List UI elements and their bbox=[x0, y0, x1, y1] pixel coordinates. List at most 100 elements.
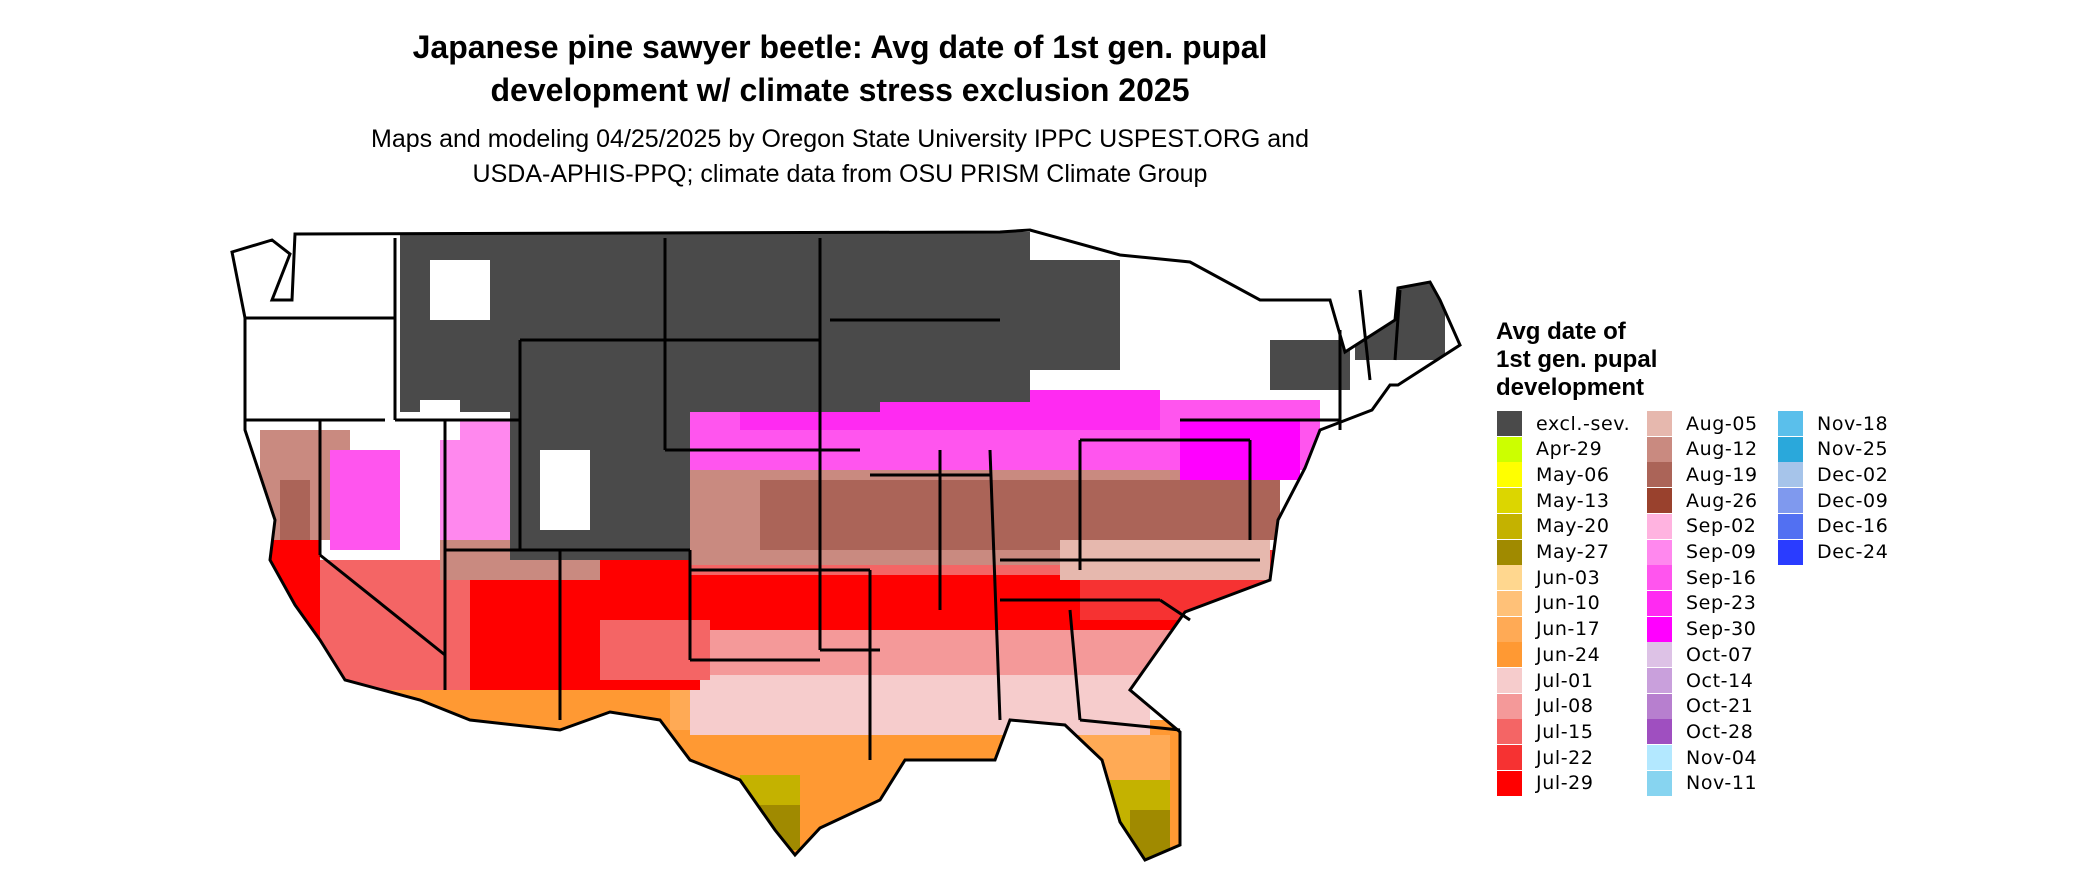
legend-swatch bbox=[1647, 770, 1672, 796]
legend-swatch bbox=[1497, 539, 1522, 565]
legend-item: May-20 bbox=[1497, 513, 1610, 539]
legend-swatch bbox=[1647, 488, 1672, 514]
legend-swatch bbox=[1647, 745, 1672, 771]
legend-label: Aug-05 bbox=[1686, 412, 1758, 435]
legend-title-line-3: development bbox=[1496, 374, 1645, 401]
legend-swatch bbox=[1497, 719, 1522, 745]
legend-label: Jun-10 bbox=[1536, 592, 1601, 615]
legend-label: Sep-02 bbox=[1686, 515, 1757, 538]
legend-swatch bbox=[1647, 719, 1672, 745]
legend-item: excl.-sev. bbox=[1497, 411, 1630, 436]
legend-item: Sep-09 bbox=[1647, 539, 1757, 565]
legend-item: May-27 bbox=[1497, 539, 1610, 565]
legend-item: May-13 bbox=[1497, 488, 1610, 514]
legend-swatch bbox=[1497, 745, 1522, 771]
legend-label: Jul-22 bbox=[1536, 746, 1594, 769]
legend-title: Avg date of 1st gen. pupal development bbox=[1496, 318, 1736, 402]
legend-label: Jun-24 bbox=[1536, 643, 1601, 666]
legend-item: Aug-05 bbox=[1647, 411, 1758, 436]
legend-label: Aug-26 bbox=[1686, 489, 1758, 512]
legend-swatch bbox=[1647, 565, 1672, 591]
map-subtitle-line-1: Maps and modeling 04/25/2025 by Oregon S… bbox=[371, 125, 1309, 153]
legend-item: Nov-25 bbox=[1778, 436, 1889, 462]
legend-label: Dec-02 bbox=[1817, 463, 1889, 486]
legend-swatch bbox=[1647, 411, 1672, 436]
legend-item: Jul-22 bbox=[1497, 745, 1594, 771]
legend-swatch bbox=[1497, 565, 1522, 591]
legend-swatch bbox=[1497, 693, 1522, 719]
legend-item: Oct-21 bbox=[1647, 693, 1754, 719]
legend-label: Dec-09 bbox=[1817, 489, 1889, 512]
legend-label: Jul-29 bbox=[1536, 772, 1594, 795]
legend-label: Oct-21 bbox=[1686, 695, 1754, 718]
legend-swatch bbox=[1497, 411, 1522, 436]
legend-item: Sep-02 bbox=[1647, 513, 1757, 539]
legend-swatch bbox=[1778, 488, 1803, 514]
legend-label: Aug-12 bbox=[1686, 438, 1758, 461]
map-subtitle: Maps and modeling 04/25/2025 by Oregon S… bbox=[290, 122, 1390, 192]
legend-label: Nov-11 bbox=[1686, 772, 1758, 795]
legend-title-line-2: 1st gen. pupal bbox=[1496, 346, 1658, 373]
legend-swatch bbox=[1647, 462, 1672, 488]
legend-label: Oct-07 bbox=[1686, 643, 1754, 666]
legend-item: Jun-17 bbox=[1497, 616, 1601, 642]
legend-item: Dec-24 bbox=[1778, 539, 1889, 565]
legend-label: May-27 bbox=[1536, 541, 1610, 563]
legend-item: Nov-04 bbox=[1647, 745, 1757, 771]
legend-label: Dec-24 bbox=[1817, 541, 1889, 563]
legend-label: Jun-03 bbox=[1536, 566, 1601, 589]
legend-item: Nov-18 bbox=[1778, 411, 1888, 436]
legend-item: Sep-23 bbox=[1647, 590, 1756, 616]
legend-label: Jul-15 bbox=[1536, 720, 1594, 743]
legend-item: Dec-16 bbox=[1778, 513, 1889, 539]
legend-swatch bbox=[1647, 590, 1672, 616]
legend-item: Dec-02 bbox=[1778, 462, 1889, 488]
legend-swatch bbox=[1497, 513, 1522, 539]
legend-title-line-1: Avg date of bbox=[1496, 318, 1626, 345]
legend-swatch bbox=[1647, 642, 1672, 668]
legend-item: Oct-28 bbox=[1647, 719, 1753, 745]
legend-swatch bbox=[1647, 693, 1672, 719]
map-title-line-2: development w/ climate stress exclusion … bbox=[490, 72, 1190, 108]
legend-swatch bbox=[1647, 668, 1672, 693]
legend-label: Oct-14 bbox=[1686, 669, 1754, 692]
legend-item: Sep-30 bbox=[1647, 616, 1756, 642]
legend-swatch bbox=[1647, 616, 1672, 642]
legend-label: Nov-18 bbox=[1817, 412, 1889, 435]
legend-swatch bbox=[1647, 513, 1672, 539]
legend-item: May-06 bbox=[1497, 462, 1610, 488]
legend-swatch bbox=[1497, 488, 1522, 514]
legend-label: Dec-16 bbox=[1817, 515, 1889, 538]
legend-swatch bbox=[1497, 436, 1522, 462]
legend-swatch bbox=[1497, 616, 1522, 642]
legend-item: Aug-26 bbox=[1647, 488, 1758, 514]
legend-item: Sep-16 bbox=[1647, 565, 1756, 591]
legend-swatch bbox=[1497, 770, 1522, 796]
legend-label: Nov-25 bbox=[1817, 438, 1889, 461]
legend-label: Apr-29 bbox=[1536, 438, 1603, 461]
legend-item: Jul-08 bbox=[1497, 693, 1594, 719]
legend-label: May-13 bbox=[1536, 489, 1610, 512]
legend-item: Apr-29 bbox=[1497, 436, 1603, 462]
legend-item: Aug-19 bbox=[1647, 462, 1758, 488]
legend-item: Jun-24 bbox=[1497, 642, 1601, 668]
legend-swatch bbox=[1497, 642, 1522, 668]
legend-label: Aug-19 bbox=[1686, 463, 1758, 486]
map-subtitle-line-2: USDA-APHIS-PPQ; climate data from OSU PR… bbox=[472, 160, 1208, 188]
legend-item: Nov-11 bbox=[1647, 770, 1758, 796]
legend-item: Jul-15 bbox=[1497, 719, 1594, 745]
legend-item: Aug-12 bbox=[1647, 436, 1758, 462]
legend-swatch bbox=[1497, 462, 1522, 488]
legend-label: May-20 bbox=[1536, 515, 1610, 538]
legend-swatch bbox=[1778, 539, 1803, 565]
legend-swatch bbox=[1778, 513, 1803, 539]
legend-label: Sep-09 bbox=[1686, 541, 1757, 563]
legend-swatch bbox=[1778, 411, 1803, 436]
legend-label: Jul-01 bbox=[1536, 669, 1594, 692]
legend-label: Jun-17 bbox=[1536, 618, 1601, 641]
legend-item: Jun-03 bbox=[1497, 565, 1601, 591]
legend-swatch bbox=[1647, 539, 1672, 565]
legend-item: Dec-09 bbox=[1778, 488, 1889, 514]
legend-label: excl.-sev. bbox=[1536, 412, 1631, 435]
legend-item: Oct-14 bbox=[1647, 668, 1753, 693]
